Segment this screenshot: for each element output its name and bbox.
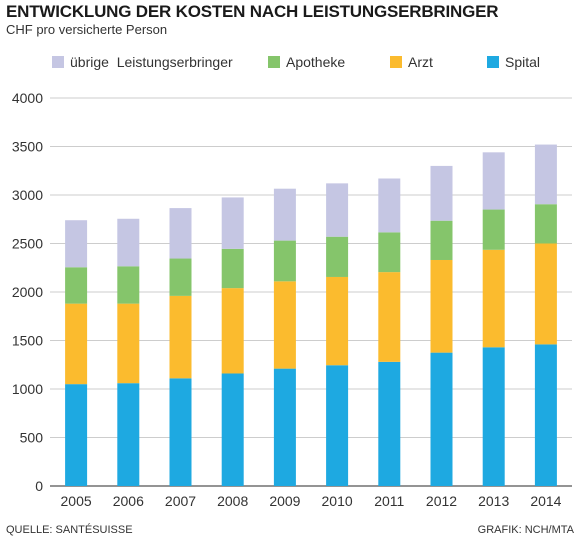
bar-brige-leistungserbringer-2005: [65, 220, 88, 268]
bar-apotheke-2008: [221, 248, 244, 289]
bar-spital-2014: [534, 344, 557, 486]
legend: übrige Leistungserbringer Apotheke Arzt Spi…: [52, 54, 540, 70]
bar-spital-2013: [482, 347, 505, 486]
legend-label-spital: Spital: [505, 54, 540, 70]
y-tick-label: 2500: [12, 236, 43, 252]
bar-spital-2011: [378, 361, 401, 486]
y-axis-tick-labels: 0 500 1000 1500 2000 2500 3000 3500 4000: [12, 90, 43, 494]
bar-brige-leistungserbringer-2014: [534, 144, 557, 205]
bar-apotheke-2006: [117, 266, 140, 304]
bar-apotheke-2013: [482, 209, 505, 250]
bar-apotheke-2012: [430, 220, 453, 260]
y-tick-label: 1000: [12, 381, 43, 397]
bar-brige-leistungserbringer-2008: [221, 197, 244, 249]
bar-spital-2005: [65, 384, 88, 486]
x-tick-label: 2007: [165, 493, 196, 509]
y-tick-label: 1500: [12, 333, 43, 349]
bar-spital-2008: [221, 373, 244, 486]
legend-label-apotheke: Apotheke: [286, 54, 345, 70]
bar-apotheke-2005: [65, 267, 88, 304]
legend-swatch-spital: [487, 56, 499, 68]
bar-arzt-2008: [221, 288, 244, 374]
bar-arzt-2012: [430, 259, 453, 353]
bar-apotheke-2014: [534, 204, 557, 244]
bar-arzt-2005: [65, 303, 88, 385]
bars: [65, 144, 557, 486]
y-tick-label: 2000: [12, 284, 43, 300]
bar-spital-2012: [430, 352, 453, 486]
y-tick-label: 4000: [12, 90, 43, 106]
x-tick-label: 2012: [426, 493, 457, 509]
credit-note: GRAFIK: NCH/MTA: [477, 524, 574, 536]
bar-apotheke-2009: [273, 240, 296, 282]
x-tick-label: 2008: [217, 493, 248, 509]
x-tick-label: 2011: [374, 493, 404, 509]
bar-apotheke-2010: [326, 236, 349, 277]
x-tick-label: 2010: [322, 493, 353, 509]
legend-swatch-apotheke: [268, 56, 280, 68]
bar-brige-leistungserbringer-2010: [326, 183, 349, 237]
bar-brige-leistungserbringer-2009: [273, 188, 296, 241]
x-tick-label: 2005: [61, 493, 92, 509]
x-tick-label: 2013: [478, 493, 509, 509]
bar-brige-leistungserbringer-2006: [117, 218, 140, 267]
legend-swatch-arzt: [390, 56, 402, 68]
y-tick-label: 500: [20, 430, 44, 446]
x-tick-label: 2006: [113, 493, 144, 509]
bar-spital-2007: [169, 378, 192, 486]
legend-label-arzt: Arzt: [408, 54, 433, 70]
y-tick-label: 0: [35, 478, 43, 494]
bar-arzt-2006: [117, 303, 140, 384]
bar-arzt-2014: [534, 243, 557, 345]
bar-apotheke-2007: [169, 258, 192, 296]
bar-brige-leistungserbringer-2013: [482, 152, 505, 210]
bar-spital-2006: [117, 383, 140, 486]
chart-subtitle: CHF pro versicherte Person: [6, 22, 168, 37]
legend-swatch-brige-leistungserbringer: [52, 56, 64, 68]
bar-brige-leistungserbringer-2007: [169, 208, 192, 259]
bar-spital-2010: [326, 365, 349, 486]
bar-spital-2009: [273, 368, 296, 486]
y-tick-label: 3000: [12, 187, 43, 203]
bar-brige-leistungserbringer-2011: [378, 178, 401, 233]
bar-arzt-2011: [378, 272, 401, 362]
legend-label-brige-leistungserbringer: übrige Leistungserbringer: [70, 54, 233, 70]
x-tick-label: 2009: [269, 493, 300, 509]
bar-arzt-2009: [273, 281, 296, 369]
bar-arzt-2007: [169, 295, 192, 379]
x-tick-label: 2014: [530, 493, 561, 509]
y-tick-label: 3500: [12, 139, 43, 155]
bar-apotheke-2011: [378, 232, 401, 273]
bar-brige-leistungserbringer-2012: [430, 165, 453, 221]
source-note: QUELLE: SANTÉSUISSE: [6, 524, 133, 536]
chart-title: ENTWICKLUNG DER KOSTEN NACH LEISTUNGSERB…: [6, 2, 499, 21]
bar-arzt-2010: [326, 276, 349, 366]
bar-arzt-2013: [482, 249, 505, 348]
x-axis-tick-labels: 2005 2006 2007 2008 2009 2010 2011 2012 2013 2014: [61, 493, 562, 509]
